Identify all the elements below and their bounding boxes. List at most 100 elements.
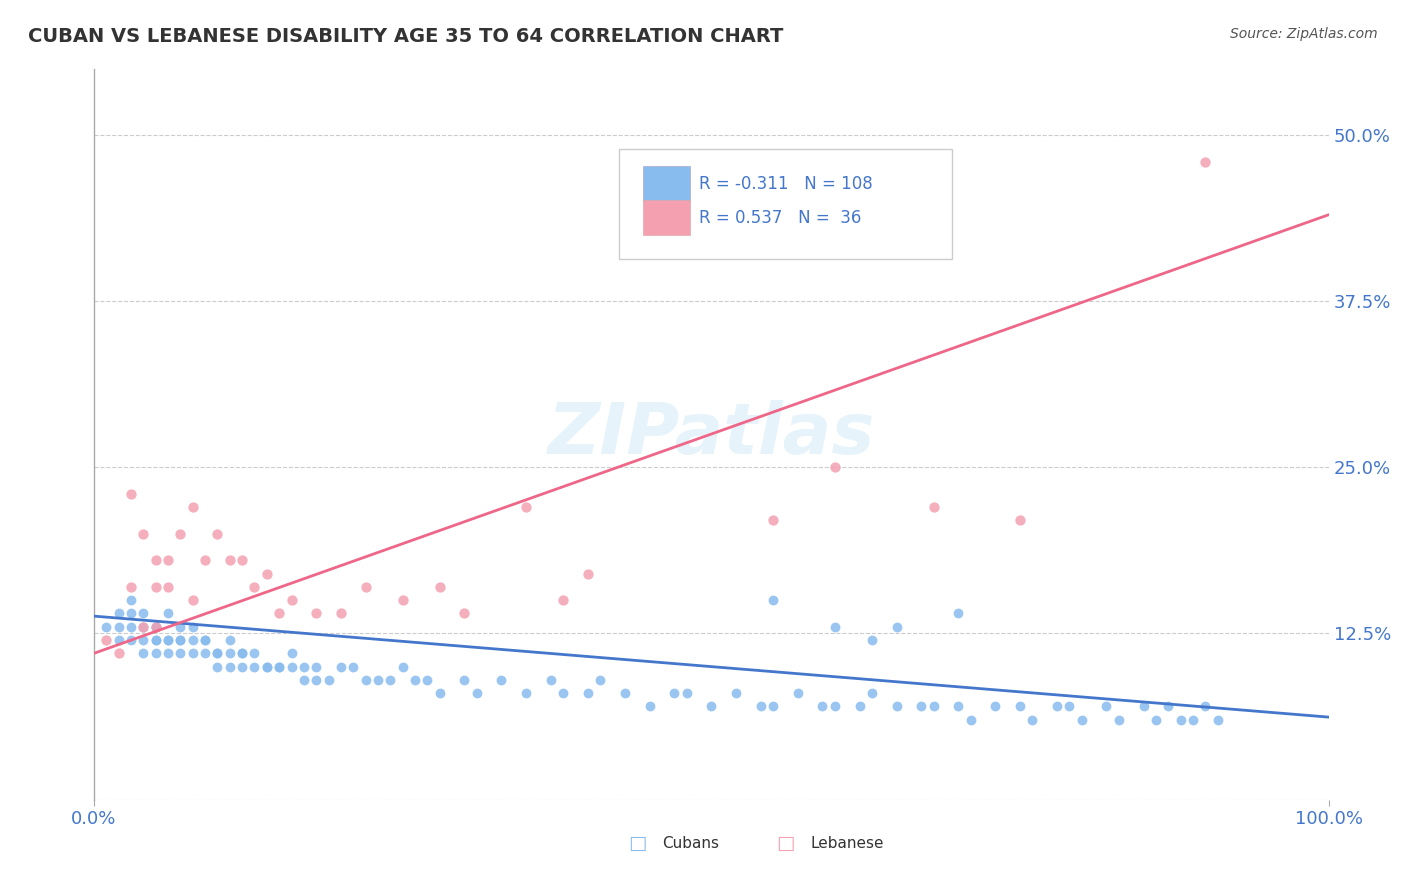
Point: [120, 487, 142, 501]
Point: [145, 633, 167, 648]
Point: [553, 593, 575, 607]
Point: [107, 646, 129, 660]
Point: [367, 673, 389, 687]
Point: [181, 646, 204, 660]
Point: [329, 659, 352, 673]
Point: [762, 699, 785, 714]
Point: [207, 526, 229, 541]
Point: [207, 646, 229, 660]
Point: [231, 553, 253, 567]
Point: [1010, 513, 1032, 527]
Point: [107, 607, 129, 621]
Point: [491, 673, 513, 687]
Point: [132, 620, 155, 634]
FancyBboxPatch shape: [644, 200, 690, 235]
Point: [145, 620, 167, 634]
Point: [429, 686, 451, 700]
Point: [132, 646, 155, 660]
Point: [515, 686, 537, 700]
Point: [811, 699, 834, 714]
Point: [96, 633, 118, 648]
Point: [181, 593, 204, 607]
Point: [145, 580, 167, 594]
Point: [243, 646, 266, 660]
Point: [762, 593, 785, 607]
Point: [354, 673, 377, 687]
Text: Source: ZipAtlas.com: Source: ZipAtlas.com: [1230, 27, 1378, 41]
Point: [725, 686, 748, 700]
Point: [948, 607, 970, 621]
Point: [120, 633, 142, 648]
Point: [515, 500, 537, 515]
FancyBboxPatch shape: [644, 166, 690, 201]
Point: [910, 699, 932, 714]
Point: [207, 646, 229, 660]
Point: [218, 659, 240, 673]
Point: [886, 699, 908, 714]
Point: [107, 633, 129, 648]
Point: [169, 633, 191, 648]
Point: [256, 659, 278, 673]
Point: [553, 686, 575, 700]
Point: [194, 633, 217, 648]
Point: [1194, 699, 1216, 714]
Point: [613, 686, 636, 700]
Point: [959, 713, 981, 727]
Point: [231, 646, 253, 660]
Point: [329, 607, 352, 621]
Point: [1046, 699, 1069, 714]
Point: [181, 633, 204, 648]
Point: [194, 646, 217, 660]
Point: [786, 686, 808, 700]
Point: [860, 686, 883, 700]
Point: [700, 699, 723, 714]
Point: [1206, 713, 1229, 727]
Point: [860, 633, 883, 648]
Point: [157, 607, 180, 621]
Text: Cubans: Cubans: [662, 836, 718, 851]
Point: [824, 699, 846, 714]
Point: [292, 659, 315, 673]
Text: □: □: [776, 834, 794, 853]
Point: [576, 686, 599, 700]
Text: CUBAN VS LEBANESE DISABILITY AGE 35 TO 64 CORRELATION CHART: CUBAN VS LEBANESE DISABILITY AGE 35 TO 6…: [28, 27, 783, 45]
Point: [391, 659, 413, 673]
Point: [132, 526, 155, 541]
Point: [824, 460, 846, 475]
Point: [342, 659, 364, 673]
Point: [243, 580, 266, 594]
Text: R = -0.311   N = 108: R = -0.311 N = 108: [699, 175, 873, 193]
Point: [354, 580, 377, 594]
Point: [292, 673, 315, 687]
Point: [157, 646, 180, 660]
Point: [305, 659, 328, 673]
Point: [169, 620, 191, 634]
Point: [280, 659, 302, 673]
Text: ZIPatlas: ZIPatlas: [548, 400, 875, 468]
Point: [218, 633, 240, 648]
Point: [675, 686, 697, 700]
Point: [429, 580, 451, 594]
Point: [1194, 154, 1216, 169]
Point: [218, 646, 240, 660]
Point: [107, 620, 129, 634]
Point: [269, 607, 291, 621]
Point: [269, 659, 291, 673]
Point: [318, 673, 340, 687]
Point: [145, 633, 167, 648]
Point: [664, 686, 686, 700]
Point: [1095, 699, 1118, 714]
Point: [256, 659, 278, 673]
Point: [181, 500, 204, 515]
Point: [157, 633, 180, 648]
Point: [1157, 699, 1180, 714]
Point: [132, 633, 155, 648]
Point: [169, 633, 191, 648]
Point: [922, 500, 945, 515]
Point: [404, 673, 426, 687]
Point: [120, 580, 142, 594]
Point: [181, 620, 204, 634]
Point: [638, 699, 661, 714]
Point: [218, 553, 240, 567]
Point: [132, 607, 155, 621]
